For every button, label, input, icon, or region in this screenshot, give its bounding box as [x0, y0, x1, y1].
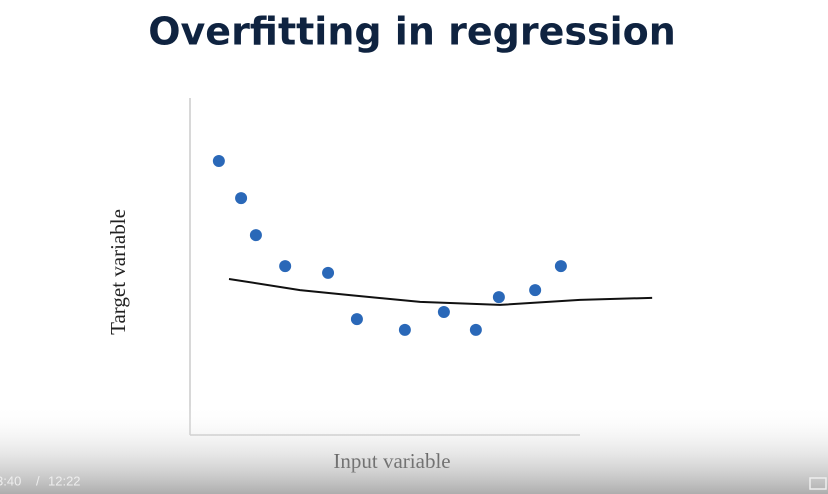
- current-time: 3:40: [0, 473, 21, 488]
- player-shade: [0, 405, 828, 494]
- time-separator: /: [36, 473, 40, 488]
- data-point: [529, 284, 542, 297]
- data-point: [437, 305, 450, 318]
- data-point: [249, 229, 262, 242]
- y-axis-label: Target variable: [106, 209, 130, 335]
- captions-button[interactable]: [809, 477, 827, 490]
- duration: 12:22: [48, 473, 81, 488]
- fit-line: [228, 277, 653, 306]
- data-point: [492, 291, 505, 304]
- data-point: [469, 323, 482, 336]
- data-point: [398, 323, 411, 336]
- data-point: [554, 260, 567, 273]
- chart-title: Overfitting in regression: [148, 10, 676, 54]
- data-point: [279, 260, 292, 273]
- data-point: [322, 266, 335, 279]
- data-point: [212, 155, 225, 168]
- data-point: [350, 313, 363, 326]
- data-point: [235, 192, 248, 205]
